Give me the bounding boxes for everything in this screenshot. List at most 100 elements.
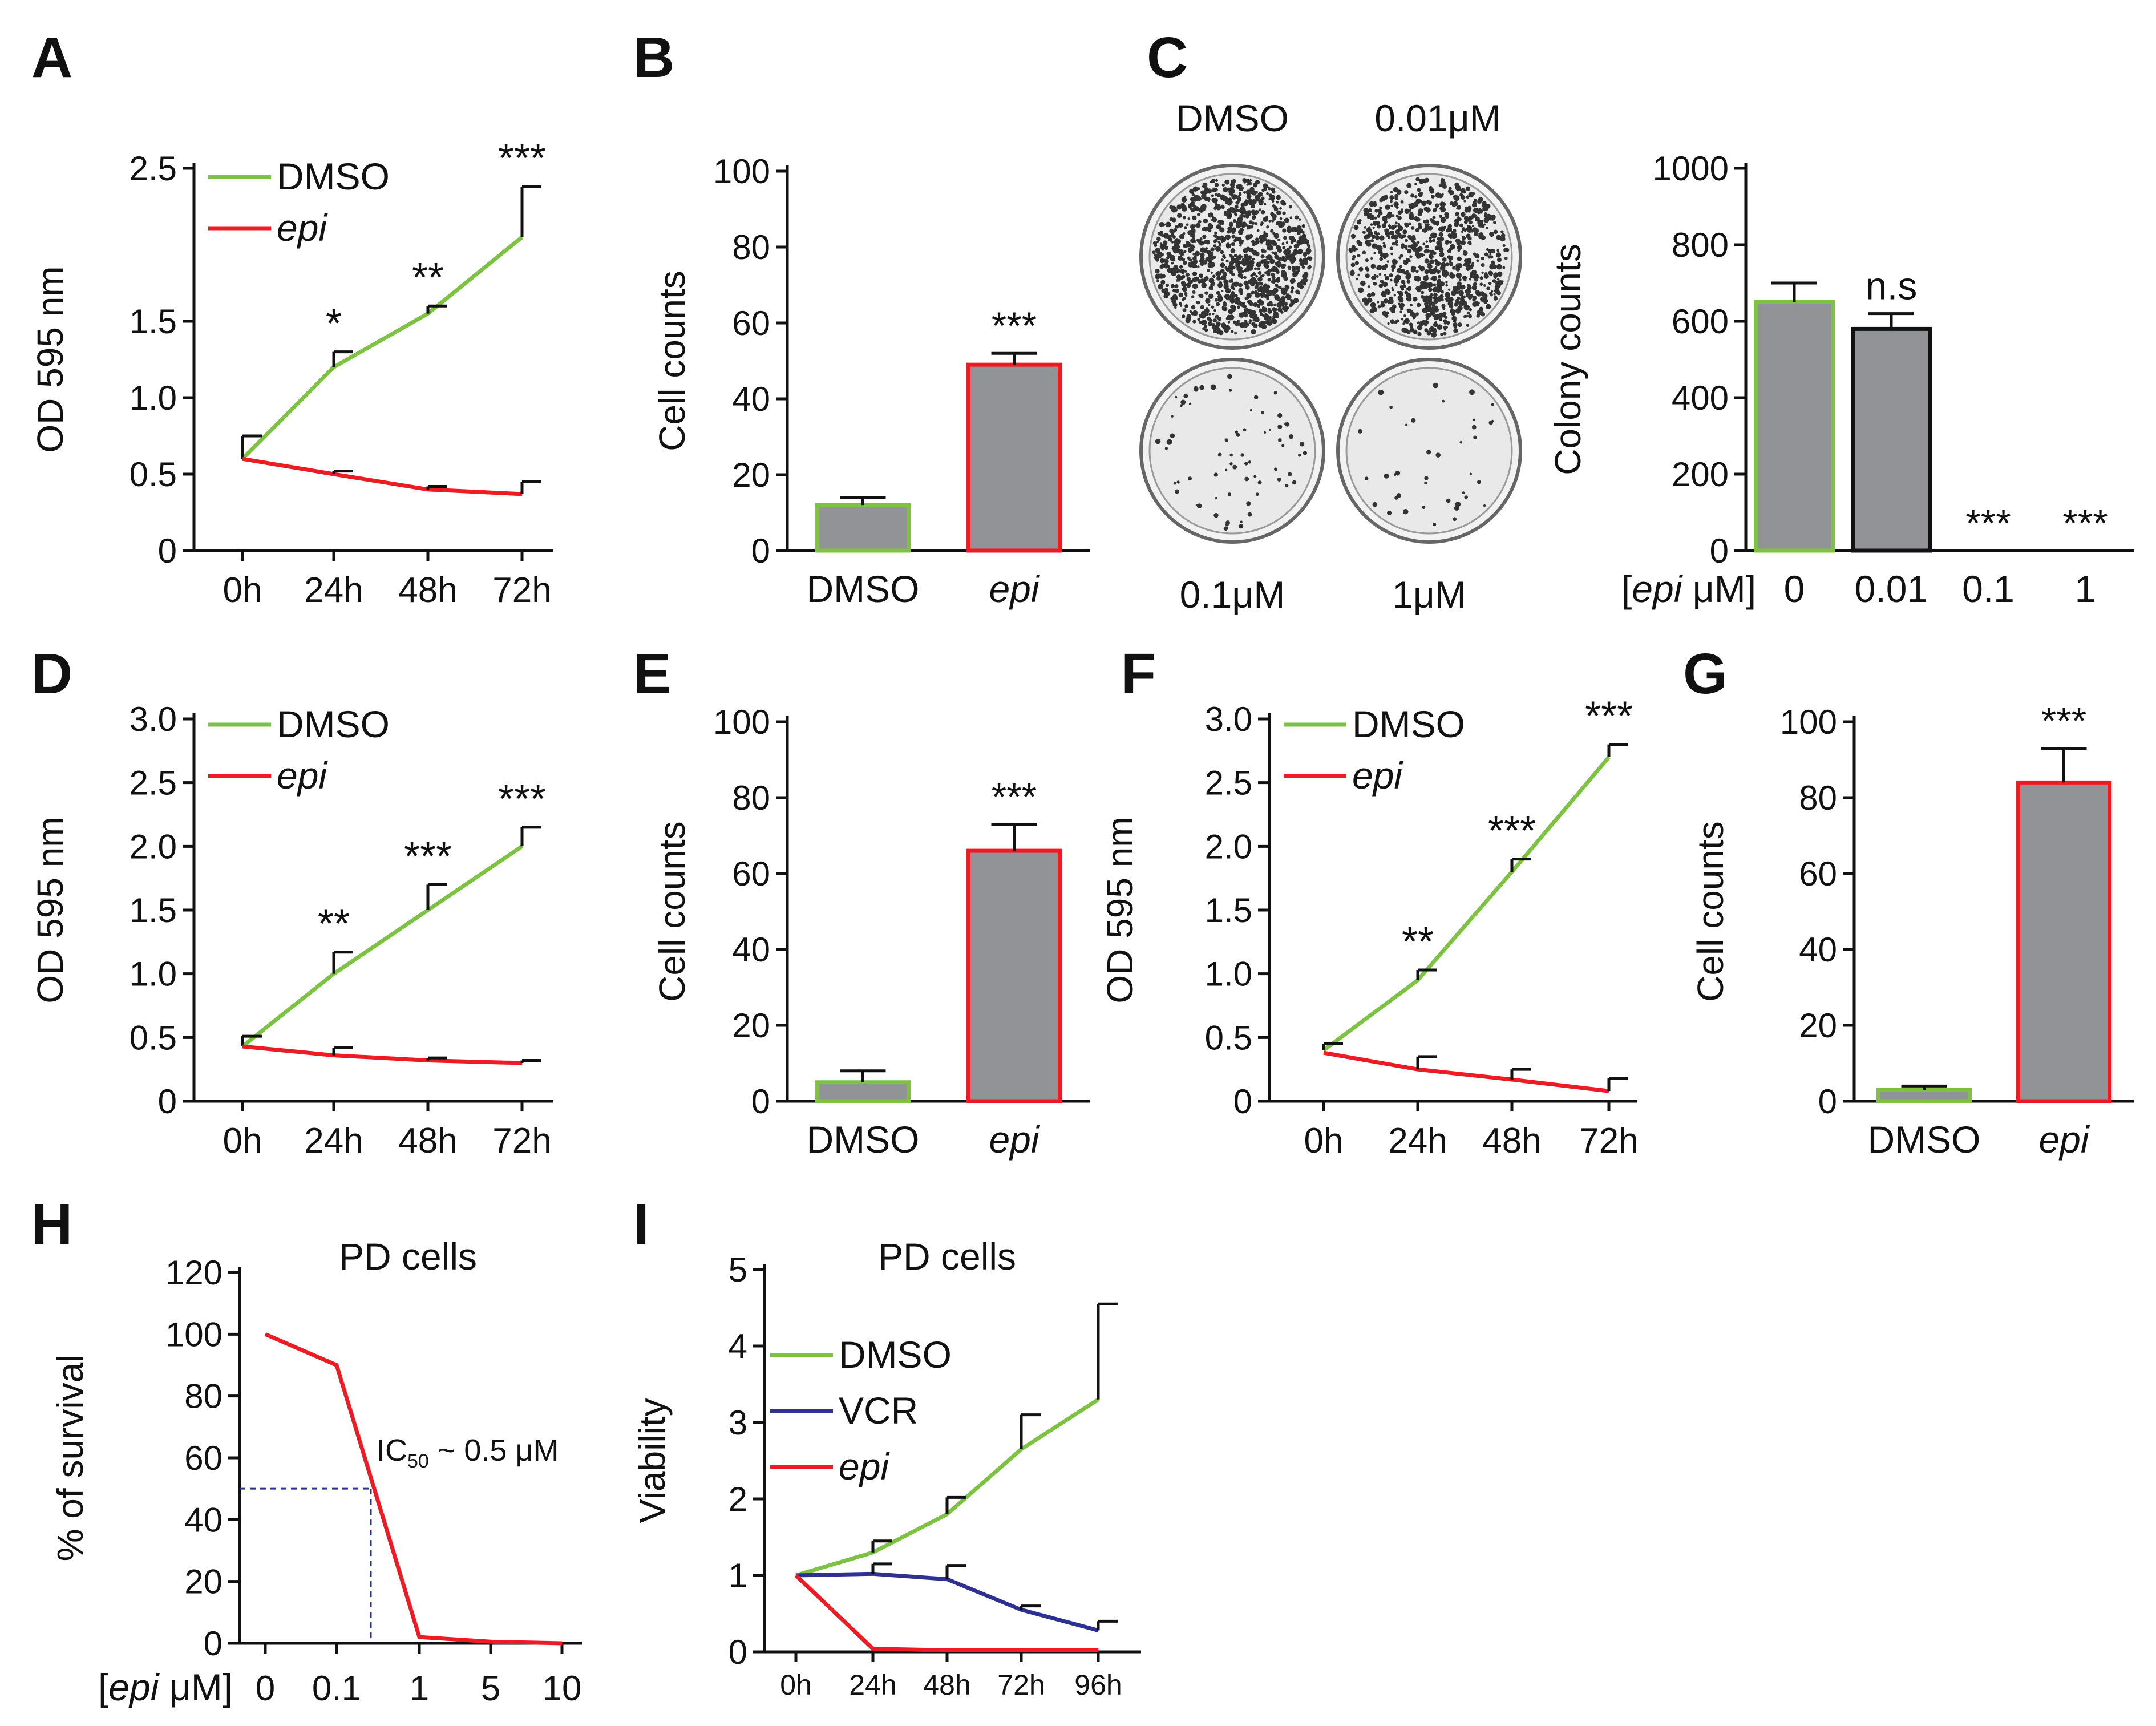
significance-mark: *** [992, 775, 1037, 819]
colony-dot [1370, 264, 1376, 269]
colony-dot [1241, 258, 1245, 261]
colony-dot [1408, 236, 1413, 240]
colony-dot [1216, 276, 1221, 281]
colony-dot [1238, 282, 1243, 288]
colony-dot [1417, 241, 1420, 244]
colony-dot [1219, 281, 1223, 285]
colony-dot [1237, 184, 1243, 189]
colony-dot [1464, 258, 1469, 263]
colony-dot [1254, 222, 1258, 226]
x-tick-label: 0h [780, 1669, 812, 1701]
colony-dot [1403, 244, 1407, 248]
colony-dot [1166, 222, 1170, 226]
colony-dot [1276, 196, 1280, 200]
colony-dot [1360, 280, 1366, 286]
colony-dot [1465, 186, 1471, 191]
colony-dot [1480, 209, 1483, 213]
colony-dot [1253, 267, 1257, 270]
colony-dot [1199, 313, 1204, 318]
colony-dot [1291, 227, 1297, 232]
x-tick-label: 0.1 [312, 1669, 361, 1708]
colony-dot [1356, 278, 1358, 281]
colony-dot [1215, 246, 1221, 252]
colony-dot [1213, 513, 1219, 518]
colony-dot [1227, 321, 1231, 324]
colony-dot [1424, 322, 1428, 326]
colony-dot [1188, 249, 1192, 253]
colony-dot [1239, 244, 1242, 247]
colony-dot [1166, 234, 1171, 239]
colony-dot [1254, 314, 1258, 317]
colony-dot [1184, 304, 1188, 308]
colony-dot [1257, 277, 1263, 282]
colony-dot [1462, 275, 1467, 280]
colony-dot [1419, 179, 1424, 184]
colony-dot [1173, 228, 1178, 232]
colony-dot [1471, 192, 1475, 196]
colony-dot [1454, 289, 1458, 293]
colony-dot [1240, 206, 1245, 211]
y-tick-label: 800 [1672, 226, 1729, 264]
significance-mark: *** [1965, 502, 2011, 545]
colony-dot [1391, 268, 1395, 272]
colony-dot [1231, 194, 1237, 200]
colony-dot [1200, 253, 1205, 258]
colony-dot [1399, 285, 1405, 289]
colony-dot [1283, 236, 1287, 240]
legend-label: VCR [839, 1389, 918, 1432]
colony-dot [1365, 258, 1369, 262]
colony-dot [1476, 259, 1479, 262]
colony-dot [1220, 240, 1224, 244]
colony-dot [1358, 266, 1364, 272]
colony-dot [1243, 276, 1247, 280]
colony-dot [1210, 384, 1216, 390]
colony-dot [1259, 300, 1264, 306]
colony-dot [1500, 230, 1504, 233]
y-tick-label: 20 [732, 456, 770, 494]
colony-dot [1199, 240, 1204, 246]
colony-dot [1183, 226, 1187, 230]
colony-dot [1203, 226, 1209, 232]
colony-dot [1208, 223, 1212, 227]
colony-dot [1178, 292, 1184, 298]
colony-dot [1245, 199, 1248, 202]
colony-dot [1268, 197, 1271, 200]
colony-dot [1252, 257, 1255, 261]
colony-dot [1200, 305, 1204, 310]
y-tick-label: 1.0 [130, 379, 177, 417]
y-axis-label: Viability [632, 1398, 673, 1523]
colony-dot [1405, 423, 1408, 426]
colony-dot [1273, 233, 1280, 239]
colony-dot [1231, 278, 1233, 281]
colony-dot [1453, 325, 1458, 329]
colony-dot [1204, 308, 1210, 314]
colony-dot [1240, 203, 1245, 208]
colony-dot [1202, 234, 1207, 239]
colony-dot [1442, 312, 1447, 316]
colony-dot [1370, 239, 1374, 243]
panel-G: 0 20 40 60 80 100 Cell counts DMSO *** epi [1690, 700, 2134, 1161]
colony-dot [1231, 179, 1236, 184]
colony-dot [1418, 324, 1423, 328]
colony-dot [1496, 290, 1501, 296]
panel-B: 0 20 40 60 80 100 Cell counts DMSO *** epi [652, 152, 1090, 610]
colony-dot [1399, 293, 1403, 297]
colony-dot [1397, 216, 1402, 221]
colony-dot [1268, 429, 1271, 431]
colony-dot [1426, 249, 1430, 253]
colony-dot [1490, 255, 1494, 259]
colony-dot [1219, 235, 1224, 240]
colony-dot [1228, 269, 1233, 274]
colony-dot [1216, 302, 1220, 306]
colony-dot [1220, 258, 1224, 262]
colony-dot [1260, 221, 1264, 225]
colony-dot [1254, 281, 1259, 285]
colony-dot [1191, 312, 1195, 316]
colony-dot [1256, 210, 1260, 213]
colony-dot [1393, 201, 1399, 207]
colony-dot [1223, 302, 1227, 307]
colony-dot [1451, 246, 1454, 249]
colony-dot [1405, 239, 1409, 242]
colony-dot [1189, 188, 1194, 194]
colony-dot [1365, 273, 1370, 278]
